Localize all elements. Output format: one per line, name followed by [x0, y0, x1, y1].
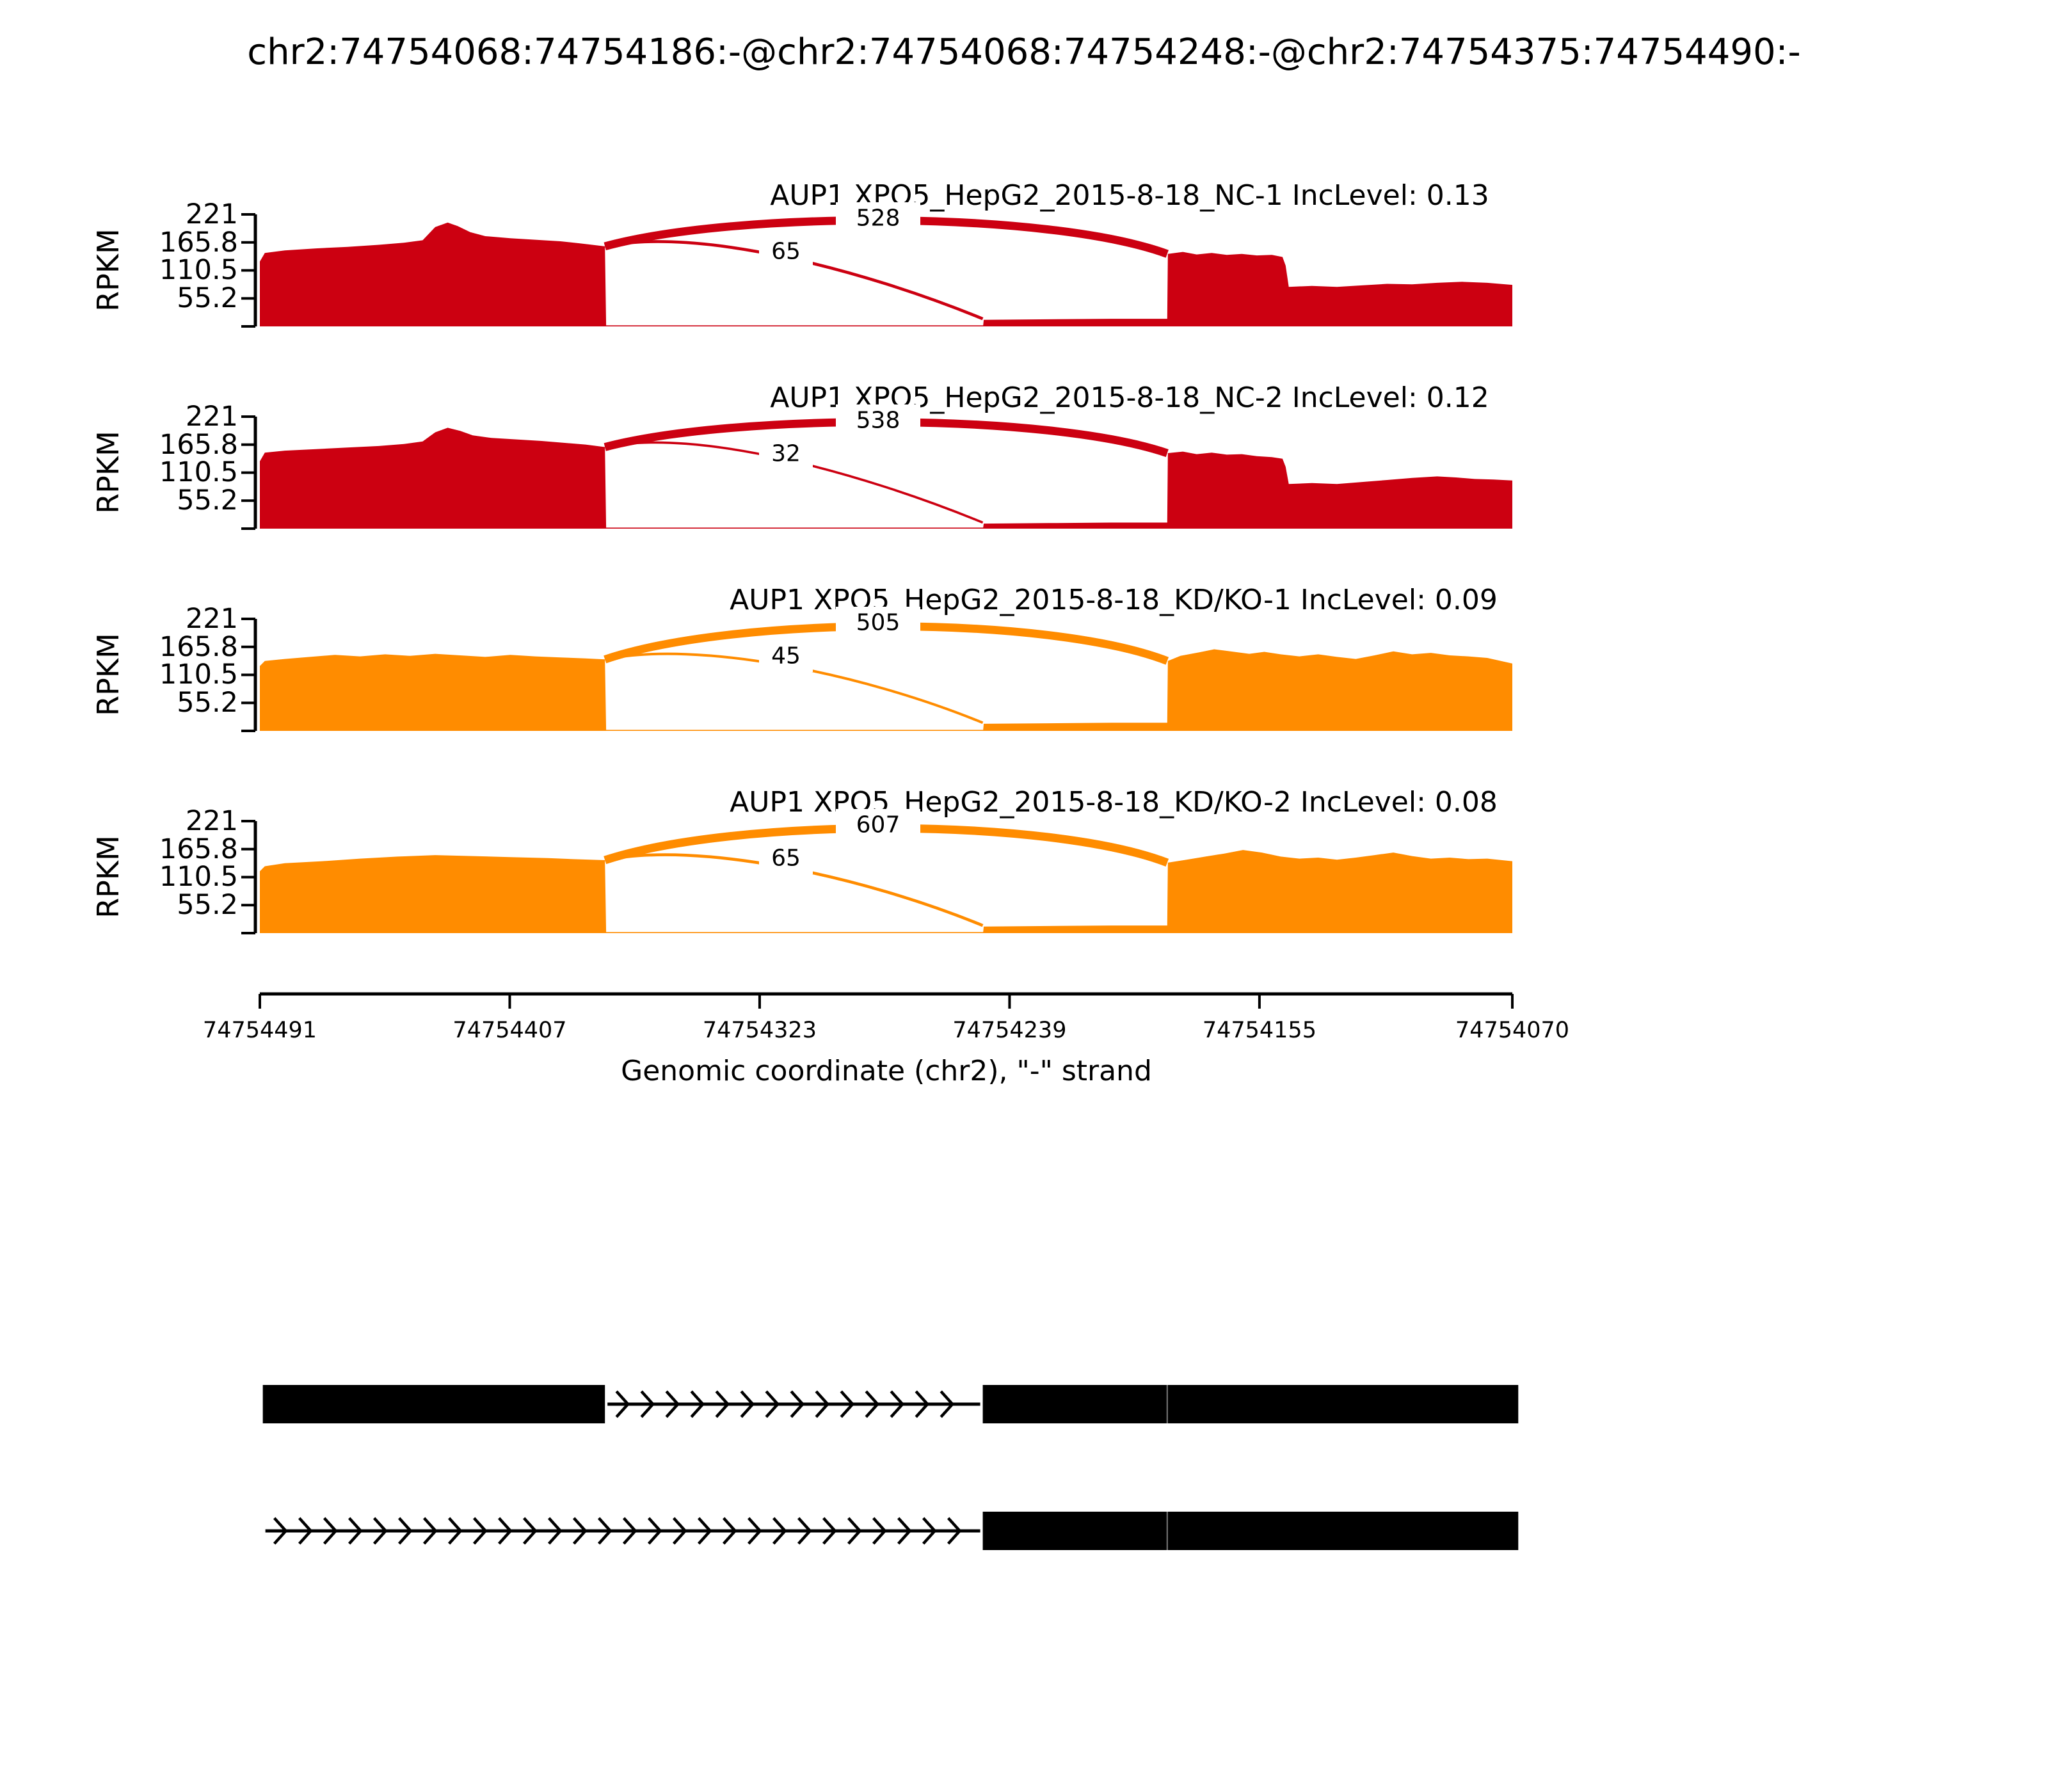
- x-tick-label: 74754323: [703, 1018, 817, 1043]
- x-axis-label: Genomic coordinate (chr2), "-" strand: [621, 1055, 1152, 1087]
- y-axis: [241, 820, 257, 934]
- junction-count-bg: [836, 607, 920, 639]
- y-tick-label: 165.8: [159, 227, 238, 259]
- junction-count: 45: [771, 643, 801, 669]
- transcript-structure: [262, 1385, 1519, 1550]
- y-tick-label: 221: [186, 198, 238, 230]
- x-tick-label: 74754155: [1203, 1018, 1316, 1043]
- y-tick-label: 110.5: [159, 659, 238, 691]
- junction-count: 528: [856, 205, 900, 232]
- y-axis-label: RPKM: [91, 228, 125, 312]
- junction-count-bg: [759, 640, 813, 672]
- x-tick-label: 74754407: [452, 1018, 566, 1043]
- y-tick-label: 55.2: [177, 889, 238, 921]
- y-axis: [241, 618, 257, 732]
- y-tick-label: 221: [186, 401, 238, 433]
- junction-count: 607: [856, 812, 900, 838]
- y-axis-label: RPKM: [91, 633, 125, 716]
- y-tick-label: 110.5: [159, 254, 238, 286]
- y-tick-label: 165.8: [159, 833, 238, 865]
- y-tick-label: 165.8: [159, 631, 238, 663]
- coverage-and-junctions: [260, 216, 1512, 326]
- y-axis-label: RPKM: [91, 431, 125, 514]
- figure-title: chr2:74754068:74754186:-@chr2:74754068:7…: [247, 31, 1800, 73]
- coverage-and-junctions: [260, 622, 1512, 731]
- junction-count-bg: [836, 404, 920, 436]
- x-tick-label: 74754239: [952, 1018, 1066, 1043]
- x-tick-label: 74754070: [1455, 1018, 1569, 1043]
- junction-count-bg: [759, 438, 813, 470]
- coverage-and-junctions: [260, 824, 1512, 933]
- junction-count-bg: [759, 842, 813, 874]
- track-nc-2: 221 165.8 110.5 55.2 RPKM AUP1 XPO5_HepG…: [91, 381, 1512, 530]
- y-tick-label: 55.2: [177, 282, 238, 314]
- y-axis: [241, 213, 257, 328]
- junction-count: 505: [856, 610, 900, 636]
- junction-count: 538: [856, 408, 900, 434]
- coverage-and-junctions: [260, 418, 1512, 529]
- y-tick-label: 110.5: [159, 861, 238, 893]
- track-nc-1: 221 165.8 110.5 55.2 RPKM AUP1 XPO5_HepG…: [91, 179, 1512, 328]
- junction-count-bg: [836, 202, 920, 234]
- y-tick-label: 221: [186, 603, 238, 635]
- track-kdko-1: 221 165.8 110.5 55.2 RPKM AUP1 XPO5_HepG…: [91, 584, 1512, 732]
- y-axis-label: RPKM: [91, 835, 125, 918]
- y-axis: [241, 415, 257, 530]
- x-axis: 74754491 74754407 74754323 74754239 7475…: [203, 992, 1569, 1087]
- junction-count-bg: [836, 809, 920, 841]
- y-tick-label: 55.2: [177, 484, 238, 516]
- y-tick-label: 165.8: [159, 429, 238, 461]
- x-axis-marks: [259, 992, 1514, 1009]
- junction-count: 65: [771, 239, 801, 265]
- y-tick-label: 110.5: [159, 456, 238, 488]
- junction-count-bg: [759, 236, 813, 268]
- y-tick-label: 221: [186, 805, 238, 837]
- junction-count: 32: [771, 441, 801, 467]
- y-tick-label: 55.2: [177, 687, 238, 719]
- junction-count: 65: [771, 845, 801, 872]
- track-kdko-2: 221 165.8 110.5 55.2 RPKM AUP1 XPO5_HepG…: [91, 786, 1512, 934]
- x-tick-label: 74754491: [203, 1018, 317, 1043]
